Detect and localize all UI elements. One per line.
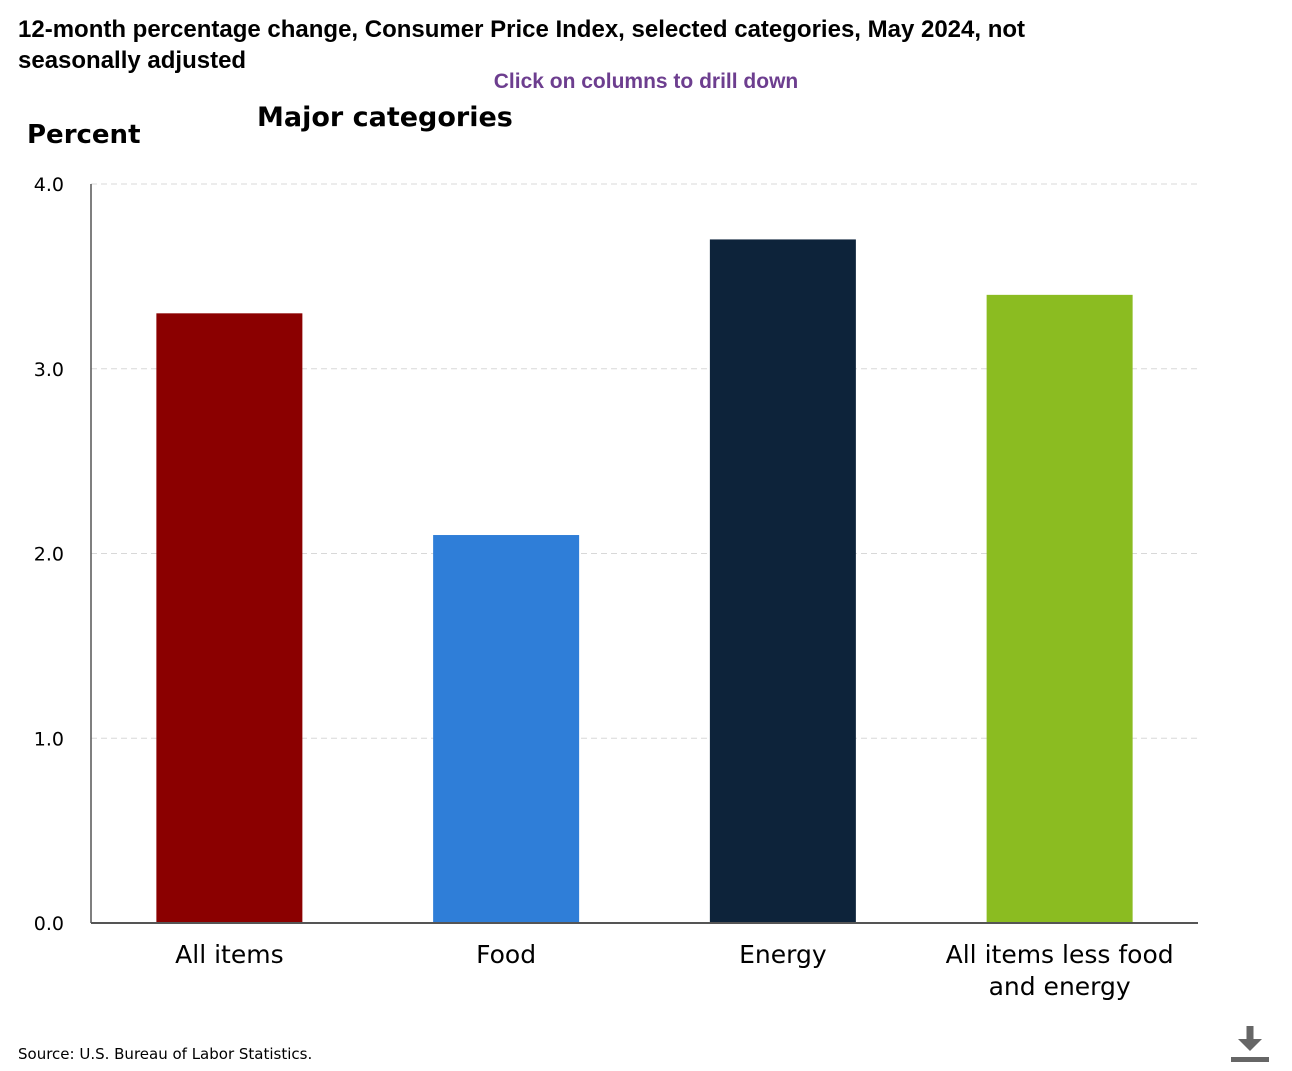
x-category-label: Energy bbox=[739, 940, 827, 969]
bar[interactable] bbox=[986, 294, 1133, 924]
chart-subtitle: Major categories bbox=[257, 102, 513, 133]
source-note: Source: U.S. Bureau of Labor Statistics. bbox=[18, 1045, 313, 1063]
y-axis-title: Percent bbox=[27, 120, 141, 150]
y-tick-label: 4.0 bbox=[34, 174, 64, 196]
y-tick-label: 2.0 bbox=[34, 544, 64, 566]
x-category-label: Food bbox=[476, 940, 536, 969]
y-tick-label: 1.0 bbox=[34, 728, 64, 750]
bar[interactable] bbox=[156, 313, 303, 923]
y-tick-label: 0.0 bbox=[34, 913, 64, 935]
bar[interactable] bbox=[709, 239, 856, 924]
download-button[interactable] bbox=[1228, 1022, 1272, 1066]
x-category-label: All items bbox=[175, 940, 283, 969]
chart-title: 12-month percentage change, Consumer Pri… bbox=[18, 16, 1026, 74]
drill-down-hint: Click on columns to drill down bbox=[493, 70, 799, 93]
download-icon bbox=[1231, 1026, 1269, 1062]
x-category-label: All items less food bbox=[946, 940, 1174, 969]
bar[interactable] bbox=[433, 535, 580, 923]
y-tick-label: 3.0 bbox=[34, 359, 64, 381]
x-category-label: and energy bbox=[989, 972, 1131, 1001]
